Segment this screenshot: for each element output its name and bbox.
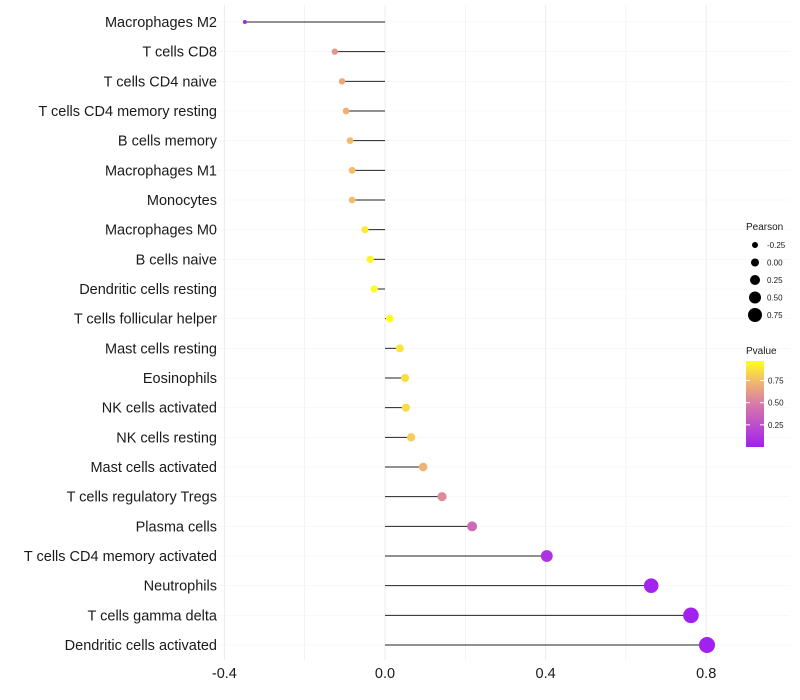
lollipop-point <box>437 492 447 502</box>
y-tick-label: T cells regulatory Tregs <box>67 490 217 506</box>
y-tick-label: T cells CD8 <box>142 45 217 61</box>
y-tick-label: T cells CD4 memory activated <box>24 549 217 565</box>
y-tick-label: Neutrophils <box>144 579 217 595</box>
lollipop-point <box>418 462 428 472</box>
colorbar-label: 0.50 <box>768 399 784 408</box>
y-tick-label: B cells memory <box>118 134 218 150</box>
lollipop-point <box>406 433 416 442</box>
y-tick-label: T cells CD4 naive <box>104 74 217 90</box>
lollipop-point <box>540 550 553 562</box>
y-tick-label: Plasma cells <box>136 519 217 535</box>
legend-size-label: 0.75 <box>767 311 783 320</box>
colorbar <box>746 361 764 447</box>
lollipop-point <box>331 48 338 55</box>
legend-size-point <box>749 291 761 304</box>
legend-size-point <box>752 242 758 248</box>
y-tick-label: Mast cells activated <box>90 460 217 476</box>
lollipop-point <box>401 403 410 412</box>
y-tick-label: Macrophages M2 <box>105 15 217 31</box>
colorbar-label: 0.25 <box>768 421 784 430</box>
legend-size-point <box>748 308 762 322</box>
lollipop-point <box>366 255 374 263</box>
x-tick-label: 0.4 <box>536 666 556 682</box>
lollipop-point <box>385 314 394 323</box>
y-tick-label: Macrophages M1 <box>105 163 217 179</box>
lollipop-point <box>361 226 369 234</box>
x-tick-label: -0.4 <box>212 666 237 682</box>
y-tick-label: Macrophages M0 <box>105 223 217 239</box>
lollipop-point <box>338 78 346 85</box>
y-tick-label: B cells naive <box>136 252 217 268</box>
lollipop-point <box>400 373 410 383</box>
lollipop-point <box>348 196 356 204</box>
y-tick-label: T cells follicular helper <box>74 312 217 328</box>
y-tick-label: Dendritic cells resting <box>79 282 217 298</box>
x-tick-label: 0.8 <box>696 666 716 682</box>
lollipop-point <box>346 137 354 145</box>
x-tick-label: 0.0 <box>375 666 395 682</box>
y-tick-label: T cells gamma delta <box>88 608 218 624</box>
y-tick-label: Mast cells resting <box>105 341 217 357</box>
lollipop-point <box>643 578 659 593</box>
lollipop-point <box>395 344 404 353</box>
y-tick-label: NK cells resting <box>116 430 217 446</box>
legend-size-label: 0.25 <box>767 276 783 285</box>
colorbar-label: 0.75 <box>768 377 784 386</box>
lollipop-point <box>348 166 356 174</box>
lollipop-point <box>698 636 716 654</box>
legend-size-point <box>750 275 760 285</box>
legend-size-label: -0.25 <box>767 241 786 250</box>
y-tick-label: Eosinophils <box>143 371 217 387</box>
lollipop-point <box>342 107 350 115</box>
legend-size-label: 0.00 <box>767 259 783 268</box>
lollipop-point <box>467 521 478 532</box>
lollipop-point <box>683 607 699 624</box>
legend-title: Pvalue <box>746 346 777 357</box>
y-tick-label: Dendritic cells activated <box>65 638 217 654</box>
y-tick-label: T cells CD4 memory resting <box>38 104 217 120</box>
lollipop-point <box>370 285 378 293</box>
lollipop-point <box>242 19 247 25</box>
legend-title: Pearson <box>746 222 783 233</box>
legend-size-point <box>751 258 759 267</box>
legend-size-label: 0.50 <box>767 294 783 303</box>
y-tick-label: NK cells activated <box>102 401 217 417</box>
y-tick-label: Monocytes <box>147 193 217 209</box>
